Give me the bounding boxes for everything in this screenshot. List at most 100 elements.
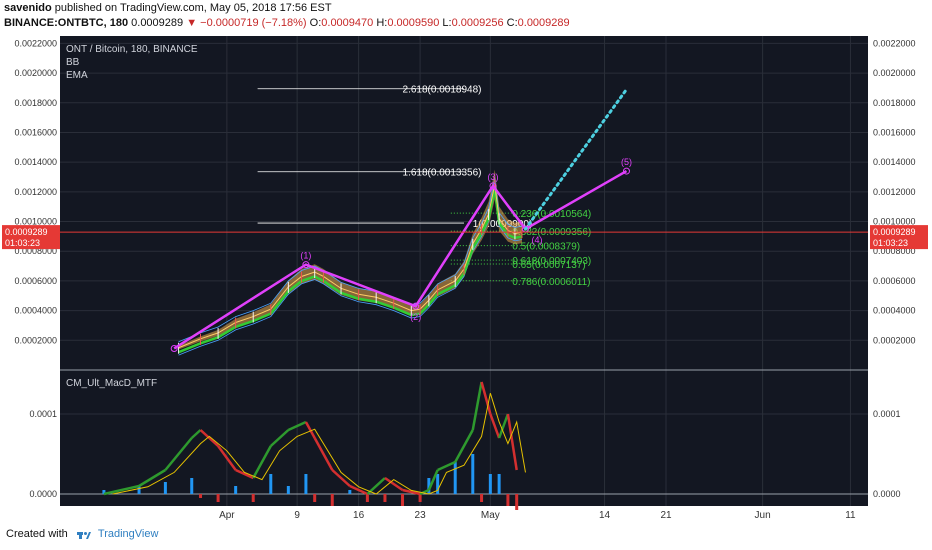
time-axis[interactable]: Apr 9 16 23 May 14 21 Jun 11 <box>219 510 856 521</box>
macd-line-segment <box>304 421 316 439</box>
price-tag <box>870 225 928 250</box>
high-value: 0.0009590 <box>387 17 440 29</box>
macd-histogram-bar <box>471 454 475 494</box>
legend-ema[interactable]: EMA <box>66 70 88 81</box>
macd-histogram-bar <box>365 494 369 502</box>
wave-point <box>622 167 630 175</box>
author-name[interactable]: savenido <box>4 2 52 14</box>
macd-panel <box>102 381 526 510</box>
y-tick-label: 0.0012000 <box>14 187 57 197</box>
macd-histogram-bar <box>216 494 220 502</box>
macd-line-segment <box>402 488 421 496</box>
wave-label: (5) <box>621 157 632 167</box>
macd-tick-label: 0.0001 <box>29 409 57 419</box>
open-label: O: <box>309 17 322 29</box>
last-price: 0.0009289 <box>131 17 184 29</box>
macd-legend[interactable]: CM_Ult_MacD_MTF <box>66 378 157 389</box>
price-line <box>178 184 523 349</box>
macd-line-segment <box>199 429 219 447</box>
macd-signal-line <box>112 393 526 495</box>
macd-line-segment <box>217 445 237 471</box>
macd-histogram-bar <box>348 490 352 494</box>
y-tick-label: 0.0008000 <box>873 246 916 256</box>
y-tick-label: 0.0004000 <box>14 306 57 316</box>
y-tick-label: 0.0020000 <box>14 68 57 78</box>
macd-histogram-bar <box>401 494 405 506</box>
symbol-header: BINANCE:ONTBTC, 180 0.0009289 ▼ −0.00007… <box>4 17 570 29</box>
tradingview-logo-icon <box>76 531 91 539</box>
macd-histogram-bar <box>286 486 290 494</box>
macd-histogram-bar <box>515 494 519 510</box>
y-tick-label: 0.0006000 <box>14 276 57 286</box>
x-tick-label: 9 <box>294 510 300 521</box>
price-tag-countdown: 01:03:23 <box>873 238 908 248</box>
macd-line-segment <box>489 413 501 439</box>
macd-histogram-bar <box>269 474 273 494</box>
wave-point <box>170 344 178 352</box>
macd-histogram-bar <box>251 494 255 502</box>
macd-line-segment <box>313 437 334 471</box>
price-tag-value: 0.0009289 <box>873 227 916 237</box>
macd-line-segment <box>138 468 167 488</box>
price-axis-right[interactable]: 0.0002000 0.0004000 0.0006000 0.0008000 0.00… <box>873 38 916 345</box>
price-change: −0.0000719 (−7.18%) <box>200 17 307 29</box>
y-tick-label: 0.0022000 <box>873 38 916 48</box>
y-tick-label: 0.0016000 <box>14 127 57 137</box>
y-tick-label: 0.0022000 <box>14 38 57 48</box>
y-tick-label: 0.0010000 <box>14 217 57 227</box>
x-tick-label: 16 <box>353 510 365 521</box>
close-label: C: <box>506 17 518 29</box>
y-tick-label: 0.0018000 <box>873 98 916 108</box>
macd-histogram-bar <box>304 474 308 494</box>
macd-line-segment <box>384 476 404 492</box>
x-tick-label: 11 <box>845 510 856 521</box>
chart-canvas[interactable]: 0.00020000.00040000.00060000.00080000.00… <box>0 32 932 524</box>
macd-line-segment <box>480 381 492 415</box>
footer: Created with TradingView <box>6 528 158 540</box>
macd-line-segment <box>497 413 510 439</box>
y-tick-label: 0.0016000 <box>873 127 916 137</box>
wave-label: (4) <box>531 235 542 245</box>
macd-line-segment <box>437 460 456 472</box>
macd-line-segment <box>269 429 290 447</box>
macd-histogram-bar <box>137 486 141 494</box>
x-tick-label: May <box>481 510 500 521</box>
x-tick-label: 21 <box>660 510 672 521</box>
fib-retracement-label: 0.382(0.0009356) <box>512 227 591 238</box>
macd-line-segment <box>419 488 430 496</box>
y-tick-label: 0.0008000 <box>14 246 57 256</box>
macd-line-segment <box>331 469 351 487</box>
macd-line-segment <box>427 469 439 491</box>
macd-histogram-bar <box>436 474 440 494</box>
macd-histogram-bar <box>453 462 457 494</box>
macd-histogram-bar <box>199 494 203 498</box>
wave-path <box>173 169 628 350</box>
open-value: 0.0009470 <box>321 17 374 29</box>
y-tick-label: 0.0018000 <box>14 98 57 108</box>
macd-histogram-bar <box>102 490 106 494</box>
symbol-label: BINANCE:ONTBTC, 180 <box>4 17 129 29</box>
wave-label: (3) <box>487 172 498 182</box>
x-tick-label: Jun <box>755 510 771 521</box>
projection-line <box>523 87 628 231</box>
legend-bb[interactable]: BB <box>66 57 80 68</box>
price-axis-left[interactable]: 0.0002000 0.0004000 0.0006000 0.0008000 0.00… <box>14 38 57 345</box>
macd-line-segment <box>471 381 483 431</box>
y-tick-label: 0.0002000 <box>14 335 57 345</box>
elliott-wave[interactable]: (1) (2) (3) (4) (5) <box>170 87 632 352</box>
wave-label: (1) <box>300 251 311 261</box>
down-arrow-icon: ▼ <box>186 17 198 29</box>
price-tag-countdown: 01:03:23 <box>5 238 40 248</box>
macd-histogram-bar <box>497 474 501 494</box>
tradingview-brand[interactable]: TradingView <box>97 528 159 540</box>
macd-axis-left: 0.0000 0.0001 <box>29 409 57 499</box>
macd-tick-label: 0.0000 <box>873 489 901 499</box>
wave-point <box>412 302 420 310</box>
y-tick-label: 0.0014000 <box>873 157 916 167</box>
macd-histogram-bar <box>480 494 484 502</box>
macd-line-segment <box>454 429 474 463</box>
fib-extension-label: 1.618(0.0013356) <box>403 168 482 179</box>
macd-line-segment <box>252 445 272 479</box>
fib-retracement-label: 0.5(0.0008379) <box>512 242 580 253</box>
